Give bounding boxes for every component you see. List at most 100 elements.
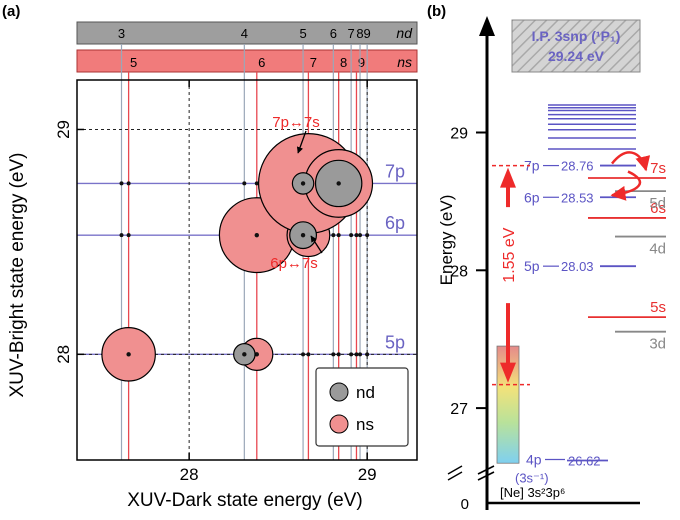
nd-bubble-center-0	[242, 352, 247, 357]
nd-top-label-4: 4	[241, 26, 248, 41]
transition-arrow-7s-6p	[610, 170, 642, 201]
pulse-arrowhead-top	[500, 167, 516, 188]
panel-b: (b) Energy (eV) 27 28 29 0 [Ne] 3s²3p⁶ I.P…	[427, 3, 666, 513]
ns-label-6s: 6s	[650, 200, 666, 217]
axis-break-left-1	[447, 465, 463, 475]
np-label-6p: 6p	[524, 189, 540, 205]
intersection-dot	[126, 181, 131, 186]
ns-top-label-9: 9	[358, 55, 365, 70]
x-axis-label: XUV-Dark state energy (eV)	[127, 490, 362, 511]
pulse-arrowhead-bottom	[500, 362, 516, 383]
y-tick-label-29: 29	[54, 120, 73, 139]
axis-break-1	[477, 465, 495, 475]
transition-arrow-7p-7s	[611, 151, 651, 172]
nd-top-bar-label: nd	[396, 25, 413, 41]
axis-break-left-2	[447, 471, 463, 481]
intersection-dot	[254, 181, 259, 186]
legend-ns-marker	[329, 414, 349, 434]
intersection-dot	[242, 181, 247, 186]
annotation-6p-7s-arrow	[310, 235, 323, 254]
nd-top-label-9: 9	[364, 26, 371, 41]
ns-top-label-7: 7	[310, 55, 317, 70]
annotation-6p-7s: 6p↔7s	[270, 255, 318, 272]
bright-label-6p: 6p	[385, 213, 405, 233]
ns-label-5s: 5s	[650, 299, 666, 316]
legend-box	[315, 367, 409, 447]
intersection-dot	[354, 233, 359, 238]
intersection-dot	[301, 352, 306, 357]
np-label-5p: 5p	[524, 258, 540, 274]
nd-top-bar	[76, 21, 418, 45]
intersection-dot	[336, 352, 341, 357]
ionization-value: 29.24 eV	[548, 48, 605, 64]
nd-bubble-center-3	[336, 181, 341, 186]
energy-axis-label: Energy (eV)	[437, 195, 456, 286]
ns-top-bar	[76, 49, 418, 73]
energy-tick-label-27: 27	[450, 401, 468, 418]
x-tick-label-29: 29	[358, 465, 377, 484]
intersection-dot	[336, 233, 341, 238]
legend-nd-label: nd	[356, 383, 375, 402]
ns-bubble-center-2	[254, 232, 259, 238]
ns-top-bar-label: ns	[397, 54, 412, 70]
intersection-dot	[331, 233, 336, 238]
nd-bubble-center-2	[300, 181, 306, 186]
intersection-dot	[349, 233, 354, 238]
nd-top-label-8: 8	[356, 26, 363, 41]
legend-nd-marker	[329, 382, 349, 402]
np-label-4p: 4p	[526, 451, 542, 467]
np-value-4p: 26.62	[568, 453, 601, 468]
ns-top-label-6: 6	[258, 55, 265, 70]
legend-ns-label: ns	[356, 415, 374, 434]
bright-label-7p: 7p	[385, 161, 405, 181]
ir-pulse-arrow: 1.55 eV	[492, 164, 530, 386]
nd-label-5d: 5d	[649, 195, 666, 212]
intersection-dot	[365, 352, 370, 357]
energy-tick-label-29: 29	[450, 126, 468, 143]
np-value-6p: 28.53	[561, 190, 594, 205]
legend: nd ns	[315, 367, 409, 447]
np-value-7p: 28.76	[561, 159, 594, 174]
ns-label-7s: 7s	[650, 160, 666, 177]
intersection-dot	[354, 352, 359, 357]
plot-frame	[76, 79, 418, 461]
y-tick-label-28: 28	[54, 345, 73, 364]
nd-top-label-3: 3	[118, 26, 125, 41]
plot-area: 28 29 28 29	[54, 44, 418, 484]
energy-zero-tick-label: 0	[461, 496, 469, 513]
intersection-dot	[126, 233, 131, 238]
intersection-dot	[306, 352, 311, 357]
nd-label-3d: 3d	[649, 336, 666, 353]
nd-top-label-7: 7	[348, 26, 355, 41]
np-label-7p: 7p	[524, 158, 540, 174]
energy-levels: 7p 28.76 6p 28.53 5p 28.03 4p 26.62 (3s⁻¹) 7s 6s 5s…	[515, 104, 666, 485]
energy-tick-label-28: 28	[450, 263, 468, 280]
axis-break-2	[477, 471, 495, 481]
ground-state-label: [Ne] 3s²3p⁶	[500, 485, 565, 500]
axis-ticks: 28 29 28 29	[54, 80, 377, 484]
intersection-dot	[119, 181, 124, 186]
intersection-dot	[331, 352, 336, 357]
bright-level-labels: 7p 6p 5p	[385, 161, 405, 352]
intersection-dot	[358, 233, 363, 238]
np-value-5p: 28.03	[561, 259, 594, 274]
ns-top-label-5: 5	[130, 55, 137, 70]
x-tick-label-28: 28	[180, 465, 199, 484]
intersection-dot	[119, 233, 124, 238]
bubbles	[101, 132, 374, 382]
np-sublabel-4p: (3s⁻¹)	[515, 470, 549, 485]
annotation-7p-7s-arrow	[296, 130, 307, 154]
ns-top-label-8: 8	[340, 55, 347, 70]
nd-top-label-6: 6	[330, 26, 337, 41]
panel-a-label: (a)	[2, 3, 20, 20]
intersection-dot	[349, 352, 354, 357]
nd-top-label-5: 5	[299, 26, 306, 41]
ionization-box	[511, 19, 641, 73]
annotation-7p-7s: 7p↔7s	[272, 114, 320, 131]
ns-bubble-center-0	[126, 352, 131, 357]
ionization-label: I.P. 3snp (¹P₁)	[532, 28, 621, 44]
